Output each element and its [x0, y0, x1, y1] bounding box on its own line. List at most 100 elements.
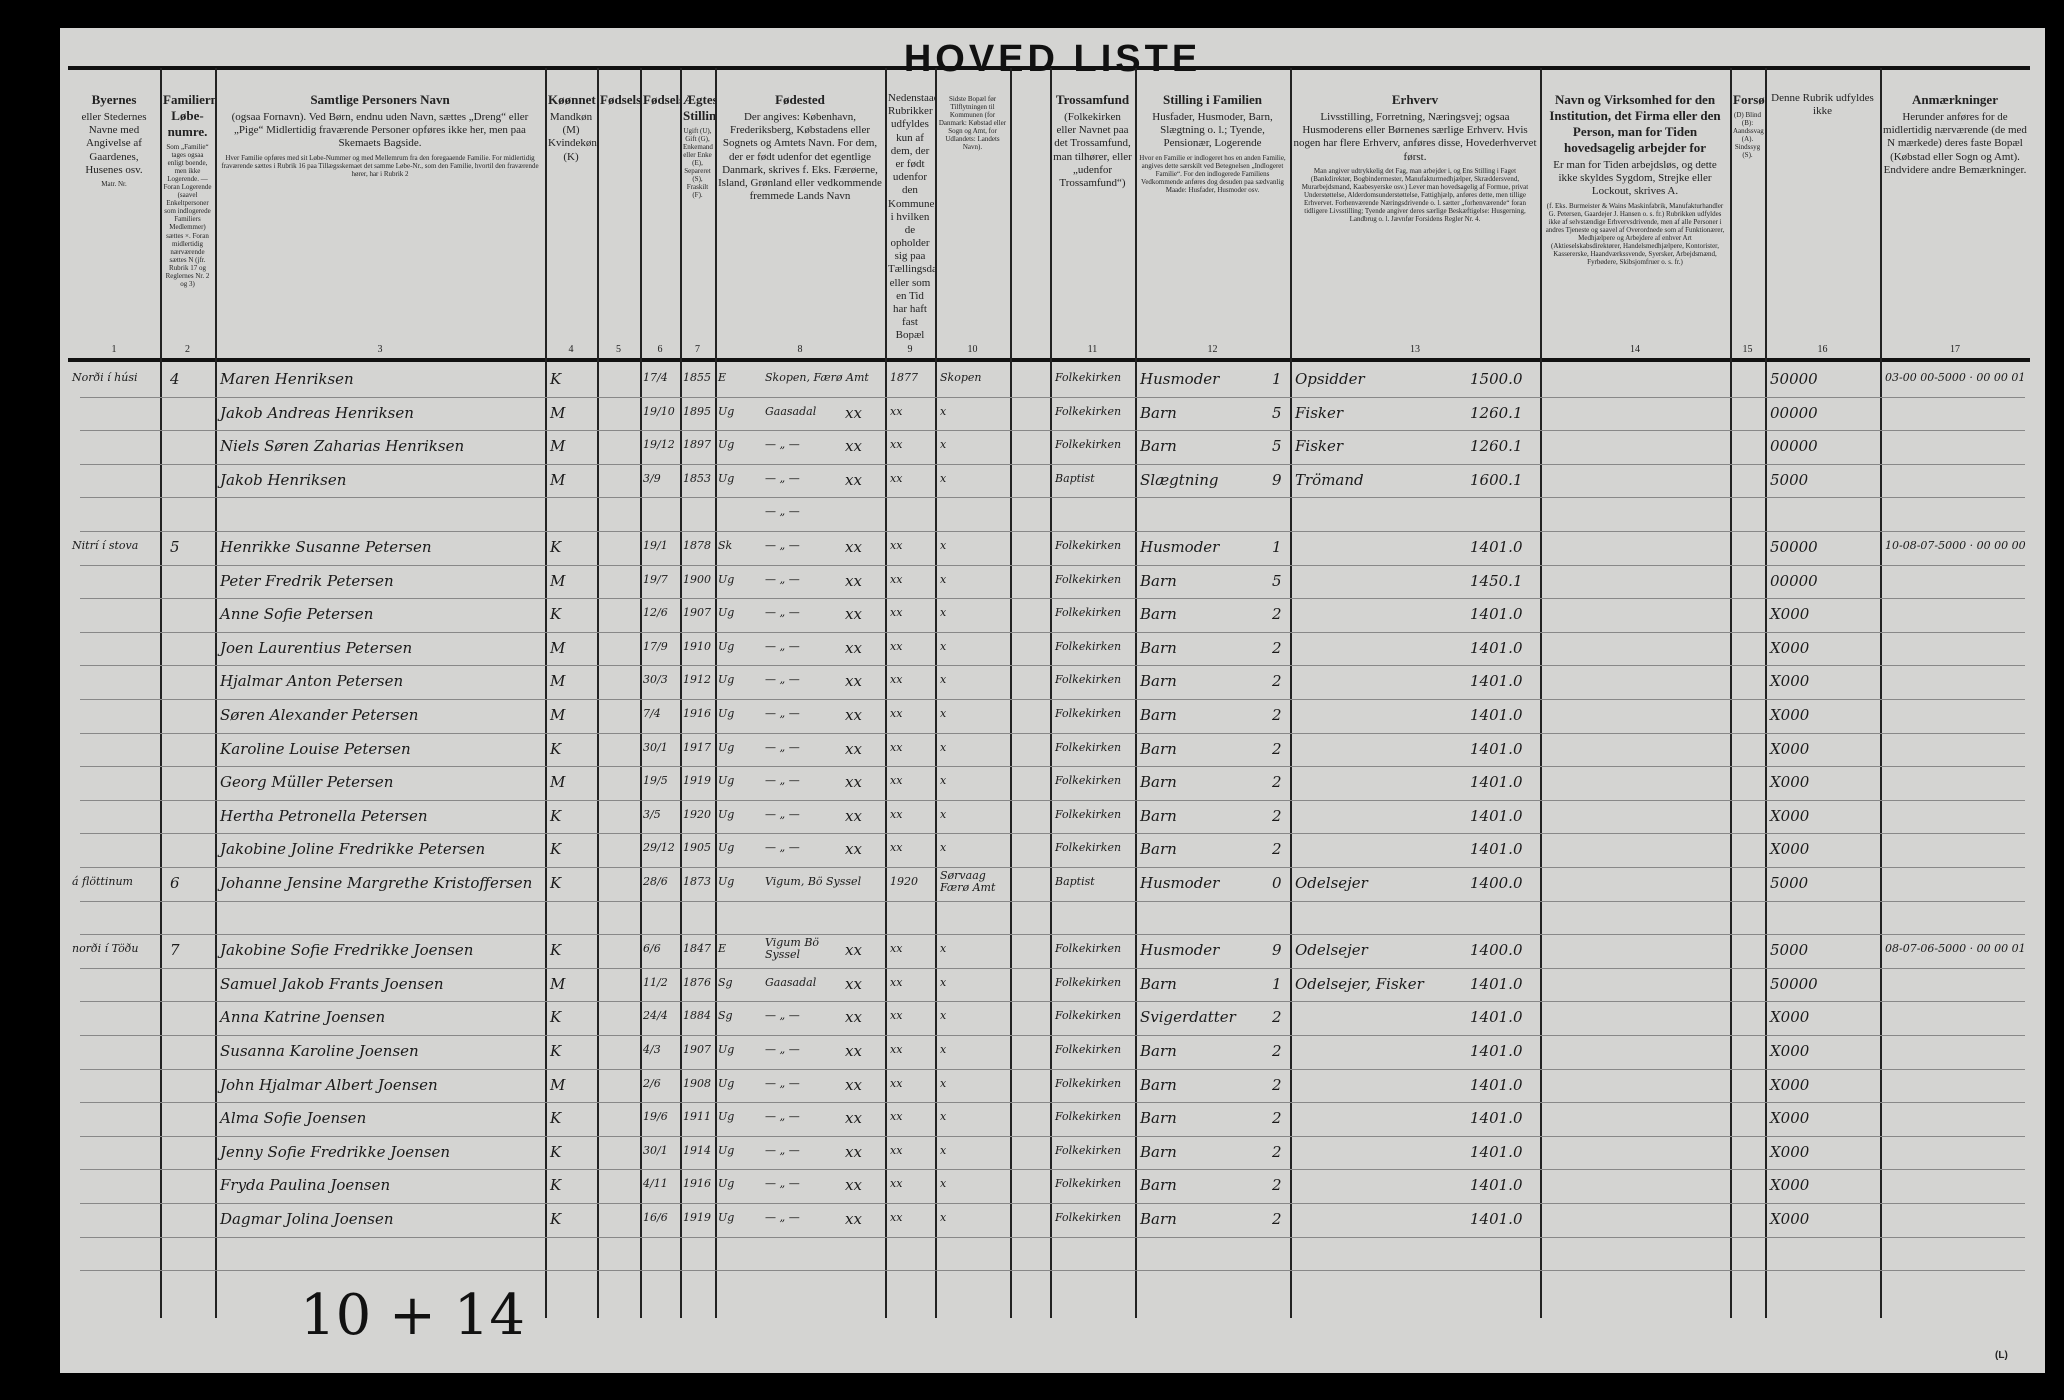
cell-sex: K: [550, 806, 562, 825]
cell-sex: K: [550, 538, 562, 556]
row-rule: [80, 1270, 2025, 1272]
column-number: 13: [1410, 344, 1420, 355]
cell-occ-code: 1401.0: [1470, 538, 1523, 556]
cell-sex: M: [550, 706, 566, 724]
cell-day: 3/9: [643, 471, 661, 485]
form-mark: (L): [1995, 1350, 2008, 1361]
cell-civil: Ug: [718, 639, 735, 653]
row-rule: [80, 598, 2025, 600]
row-rule: [80, 732, 2025, 734]
cell-role-code: 2: [1272, 739, 1282, 758]
cell-moved-year: xx: [890, 1211, 903, 1224]
cell-birthplace: — „ —: [765, 841, 800, 855]
cell-role: Slægtning: [1140, 470, 1219, 489]
cell-moved-year: xx: [890, 1076, 903, 1090]
column-divider: [1880, 68, 1882, 1318]
column-divider: [1765, 68, 1767, 1318]
cell-name: Maren Henriksen: [220, 370, 354, 388]
cell-role: Husmoder: [1140, 941, 1220, 960]
cell-civil: Ug: [718, 673, 735, 687]
cell-faith: Folkekirken: [1055, 807, 1122, 821]
cell-civil: E: [718, 371, 727, 384]
top-rule: [68, 66, 2030, 70]
cell-prev: x: [940, 1110, 947, 1124]
cell-role: Husmoder: [1140, 874, 1220, 892]
cell-role: Barn: [1140, 403, 1177, 422]
column-divider: [640, 68, 642, 1318]
table-row: Søren Alexander Petersen M 7/4 1916 Ug — „ — x…: [60, 699, 2030, 733]
cell-role: Barn: [1140, 1210, 1177, 1228]
cell-sex: K: [550, 1042, 562, 1060]
table-row: — „ —: [60, 497, 2030, 531]
cell-sex: K: [550, 1109, 562, 1128]
cell-occ-code: 1450.1: [1470, 571, 1523, 590]
column-divider: [545, 68, 547, 1318]
cell-civil: Ug: [718, 404, 735, 418]
cell-birthplace: — „ —: [765, 1009, 800, 1023]
cell-c16: X000: [1770, 605, 1810, 624]
cell-civil: E: [718, 942, 727, 956]
cell-occ-code: 1401.0: [1470, 806, 1523, 825]
cell-birthplace: — „ —: [765, 673, 800, 687]
cell-day: 29/12: [643, 841, 675, 855]
cell-prev: x: [940, 673, 947, 687]
cell-role-code: 2: [1272, 1109, 1282, 1128]
cell-year: 1919: [683, 1211, 711, 1224]
cell-year: 1910: [683, 639, 711, 653]
cell-prev: x: [940, 471, 947, 485]
cell-moved-year: xx: [890, 404, 903, 418]
cell-c9b: xx: [845, 538, 862, 556]
header-rule: [68, 358, 2030, 362]
cell-sex: K: [550, 941, 562, 960]
cell-role: Barn: [1140, 739, 1177, 758]
row-rule: [80, 631, 2025, 633]
cell-occupation: Opsidder: [1295, 370, 1365, 388]
cell-civil: Ug: [718, 1110, 735, 1124]
cell-faith: Baptist: [1055, 471, 1095, 485]
cell-c16: 5000: [1770, 470, 1809, 489]
column-number: 4: [568, 344, 574, 355]
cell-c9b: xx: [845, 1008, 862, 1027]
cell-name: John Hjalmar Albert Joensen: [220, 1075, 438, 1094]
cell-birthplace: — „ —: [765, 606, 800, 620]
cell-faith: Folkekirken: [1055, 404, 1122, 418]
column-header-2: Familiernes Løbe-numre.Som „Familie“ tag…: [160, 90, 215, 340]
cell-occ-code: 1401.0: [1470, 1142, 1523, 1161]
row-rule: [80, 497, 2025, 499]
table-row: Nitrí í stova 5 Henrikke Susanne Petersen K…: [60, 531, 2030, 565]
table-row: [60, 901, 2030, 935]
cell-name: Karoline Louise Petersen: [220, 739, 411, 758]
cell-role: Barn: [1140, 1142, 1177, 1161]
row-rule: [80, 396, 2025, 398]
cell-c9b: xx: [845, 403, 862, 422]
header-text: Nedenstaaende Rubrikker udfyldes kun af …: [888, 92, 935, 340]
cell-moved-year: xx: [890, 438, 903, 452]
header-sub: Matr. Nr.: [101, 179, 127, 188]
cell-occ-code: 1400.0: [1470, 941, 1523, 960]
cell-role: Husmoder: [1140, 538, 1220, 556]
cell-c16: X000: [1770, 706, 1810, 724]
cell-faith: Folkekirken: [1055, 606, 1122, 620]
cell-role: Barn: [1140, 706, 1177, 724]
cell-year: 1847: [683, 942, 711, 956]
cell-sex: K: [550, 739, 562, 758]
column-divider: [680, 68, 682, 1318]
cell-name: Hjalmar Anton Petersen: [220, 672, 404, 691]
column-header-11: Trossamfund (Folkekirken eller Navnet paa…: [1050, 90, 1135, 340]
cell-occupation: Odelsejer: [1295, 874, 1368, 892]
cell-prev: x: [940, 639, 947, 653]
table-row: Hertha Petronella Petersen K 3/5 1920 Ug — „ …: [60, 800, 2030, 834]
cell-year: 1853: [683, 471, 711, 485]
cell-birthplace: — „ —: [765, 639, 800, 653]
row-rule: [80, 900, 2025, 902]
cell-birthplace: — „ —: [765, 1076, 800, 1090]
row-rule: [80, 1001, 2025, 1003]
cell-role: Barn: [1140, 974, 1177, 993]
column-divider: [1050, 68, 1052, 1318]
cell-day: 4/3: [643, 1043, 661, 1056]
header-text: Mandkøn (M) Kvindekøn (K): [548, 111, 597, 163]
cell-c17: 08-07-06-5000 · 00 00 01: [1885, 942, 2026, 956]
cell-faith: Folkekirken: [1055, 1076, 1122, 1090]
cell-year: 1916: [683, 1177, 711, 1191]
cell-place: norði í Töðu: [72, 942, 139, 956]
